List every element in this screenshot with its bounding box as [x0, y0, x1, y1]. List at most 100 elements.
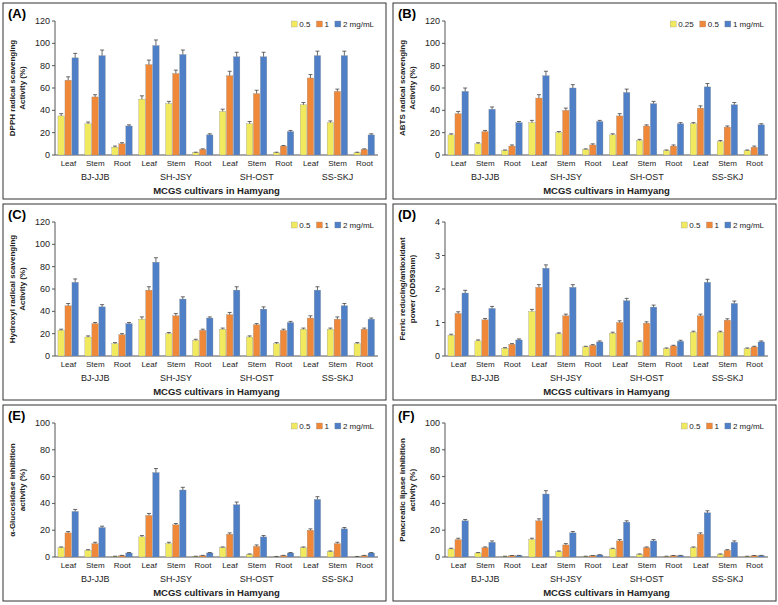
error-cap [369, 552, 373, 553]
bar [448, 135, 454, 155]
y-axis-label: activity (%) [18, 469, 27, 512]
error-cap [228, 532, 232, 533]
error-cap [483, 130, 487, 131]
legend-item: 2 mg/mL [335, 20, 375, 29]
group-label: SS-SKJ [712, 574, 744, 584]
x-tick-label: Leaf [141, 159, 157, 168]
bar [583, 149, 589, 155]
error-cap [759, 340, 763, 341]
y-tick [442, 356, 445, 357]
y-tick [52, 65, 55, 66]
error-cap [308, 315, 312, 316]
bar [543, 494, 549, 557]
error-cap [174, 313, 178, 314]
y-tick-label: 0 [435, 552, 440, 562]
group-label: SH-JSY [550, 373, 582, 383]
error-bar [235, 52, 239, 56]
legend-label: 0.5 [299, 20, 311, 29]
error-cap [571, 84, 575, 85]
error-bar [705, 279, 709, 282]
error-cap [235, 502, 239, 503]
error-bar [571, 85, 575, 88]
bar [119, 335, 125, 356]
error-bar [335, 542, 339, 543]
legend: 0.250.51 mg/mL [670, 20, 764, 29]
error-bar [369, 552, 373, 553]
bar [509, 344, 515, 356]
error-cap [564, 543, 568, 544]
error-cap [752, 346, 756, 347]
error-cap [510, 555, 514, 556]
error-bar [652, 540, 656, 541]
error-stem [236, 52, 237, 56]
bar [58, 330, 64, 356]
error-cap [93, 542, 97, 543]
group-label: SH-OST [240, 172, 275, 182]
bar [173, 73, 179, 155]
x-tick-label: Leaf [61, 159, 77, 168]
group-label: SH-OST [240, 574, 275, 584]
x-tick-label: Stem [638, 159, 657, 168]
error-bar [221, 328, 225, 329]
error-cap [449, 133, 453, 134]
legend-item: 0.5 [681, 422, 701, 431]
error-stem [182, 50, 183, 54]
bar [287, 553, 293, 557]
error-bar [463, 519, 467, 520]
error-stem [236, 287, 237, 290]
x-tick-label: Stem [167, 360, 186, 369]
y-tick [52, 557, 55, 558]
error-bar [752, 146, 756, 147]
bar [609, 333, 615, 356]
error-cap [255, 323, 259, 324]
y-tick-label: 80 [40, 61, 50, 71]
error-bar [698, 106, 702, 108]
error-bar [262, 536, 266, 537]
bar [758, 342, 764, 356]
error-cap [127, 552, 131, 553]
panel-frame [393, 3, 776, 199]
y-tick-label: 100 [35, 239, 50, 249]
background [0, 0, 778, 605]
error-bar [483, 318, 487, 319]
legend-item: 1 [316, 221, 329, 230]
bar [361, 329, 367, 356]
x-tick-label: Stem [557, 360, 576, 369]
group-label: BJ-JJB [81, 373, 110, 383]
error-bar [181, 487, 185, 490]
error-cap [449, 334, 453, 335]
y-axis-label: DPPH radical scavenging [8, 40, 17, 137]
bar [287, 132, 293, 155]
error-cap [228, 312, 232, 313]
y-tick [52, 88, 55, 89]
error-cap [530, 309, 534, 310]
bar [590, 556, 596, 557]
legend-label: 0.5 [689, 221, 701, 230]
y-tick [442, 155, 445, 156]
error-cap [147, 286, 151, 287]
error-cap [140, 95, 144, 96]
error-bar [530, 538, 534, 539]
x-tick-label: Stem [86, 360, 105, 369]
error-cap [369, 133, 373, 134]
error-cap [342, 303, 346, 304]
error-cap [698, 532, 702, 533]
error-cap [167, 101, 171, 102]
bar [233, 505, 239, 557]
bar [489, 109, 495, 155]
error-cap [201, 148, 205, 149]
bar [368, 553, 374, 557]
bar [119, 144, 125, 155]
error-stem [626, 89, 627, 92]
bar [448, 549, 454, 557]
legend: 0.512 mg/mL [681, 422, 764, 431]
bar [758, 556, 764, 557]
error-cap [476, 552, 480, 553]
group-label: SS-SKJ [322, 574, 354, 584]
bar [697, 534, 703, 557]
error-cap [591, 344, 595, 345]
error-bar [537, 95, 541, 98]
bar [570, 88, 576, 155]
error-cap [503, 556, 507, 557]
x-tick-label: Root [195, 360, 213, 369]
